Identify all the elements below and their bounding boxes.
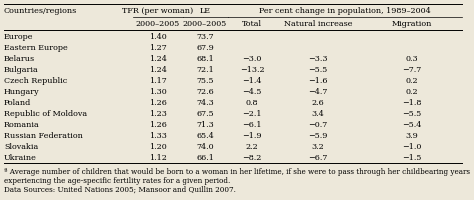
Text: −1.4: −1.4 xyxy=(242,77,262,85)
Text: Russian Federation: Russian Federation xyxy=(4,131,83,139)
Text: 67.9: 67.9 xyxy=(196,44,214,52)
Text: −13.2: −13.2 xyxy=(240,66,264,74)
Text: 1.26: 1.26 xyxy=(149,99,167,106)
Text: experiencing the age-specific fertility rates for a given period.: experiencing the age-specific fertility … xyxy=(4,176,230,184)
Text: 67.5: 67.5 xyxy=(196,109,214,117)
Text: 72.6: 72.6 xyxy=(196,88,214,96)
Text: 65.4: 65.4 xyxy=(196,131,214,139)
Text: 0.8: 0.8 xyxy=(246,99,258,106)
Text: 1.27: 1.27 xyxy=(149,44,167,52)
Text: Belarus: Belarus xyxy=(4,55,35,63)
Text: −4.7: −4.7 xyxy=(308,88,328,96)
Text: Europe: Europe xyxy=(4,33,34,41)
Text: −3.3: −3.3 xyxy=(308,55,328,63)
Text: 2000–2005: 2000–2005 xyxy=(136,20,180,28)
Text: −2.1: −2.1 xyxy=(242,109,262,117)
Text: −1.0: −1.0 xyxy=(402,142,422,150)
Text: 1.30: 1.30 xyxy=(149,88,167,96)
Text: Republic of Moldova: Republic of Moldova xyxy=(4,109,87,117)
Text: 74.0: 74.0 xyxy=(196,142,214,150)
Text: −5.9: −5.9 xyxy=(308,131,328,139)
Text: 1.20: 1.20 xyxy=(149,142,167,150)
Text: 1.26: 1.26 xyxy=(149,120,167,128)
Text: 3.9: 3.9 xyxy=(406,131,419,139)
Text: 73.7: 73.7 xyxy=(196,33,214,41)
Text: 1.23: 1.23 xyxy=(149,109,167,117)
Text: Czech Republic: Czech Republic xyxy=(4,77,67,85)
Text: −6.1: −6.1 xyxy=(242,120,262,128)
Text: Data Sources: United Nations 2005; Mansoor and Quillin 2007.: Data Sources: United Nations 2005; Manso… xyxy=(4,185,236,193)
Text: 0.3: 0.3 xyxy=(406,55,419,63)
Text: −1.8: −1.8 xyxy=(402,99,422,106)
Text: Slovakia: Slovakia xyxy=(4,142,38,150)
Text: 1.17: 1.17 xyxy=(149,77,167,85)
Text: −6.7: −6.7 xyxy=(308,153,328,161)
Text: 0.2: 0.2 xyxy=(406,88,419,96)
Text: 2000–2005: 2000–2005 xyxy=(183,20,227,28)
Text: 3.2: 3.2 xyxy=(311,142,324,150)
Text: Eastern Europe: Eastern Europe xyxy=(4,44,68,52)
Text: ª Average number of children that would be born to a woman in her lifetime, if s: ª Average number of children that would … xyxy=(4,167,470,175)
Text: 1.40: 1.40 xyxy=(149,33,167,41)
Text: −4.5: −4.5 xyxy=(242,88,262,96)
Text: −5.5: −5.5 xyxy=(402,109,422,117)
Text: Hungary: Hungary xyxy=(4,88,40,96)
Text: 75.5: 75.5 xyxy=(196,77,214,85)
Text: 1.33: 1.33 xyxy=(149,131,167,139)
Text: −3.0: −3.0 xyxy=(242,55,262,63)
Text: −0.7: −0.7 xyxy=(309,120,328,128)
Text: −7.7: −7.7 xyxy=(402,66,422,74)
Text: Ukraine: Ukraine xyxy=(4,153,37,161)
Text: 0.2: 0.2 xyxy=(406,77,419,85)
Text: Romania: Romania xyxy=(4,120,40,128)
Text: TFR (per woman): TFR (per woman) xyxy=(122,7,193,15)
Text: −1.5: −1.5 xyxy=(402,153,422,161)
Text: −5.5: −5.5 xyxy=(309,66,328,74)
Text: Countries/regions: Countries/regions xyxy=(4,7,77,15)
Text: 74.3: 74.3 xyxy=(196,99,214,106)
Text: Natural increase: Natural increase xyxy=(284,20,352,28)
Text: −5.4: −5.4 xyxy=(402,120,422,128)
Text: Poland: Poland xyxy=(4,99,31,106)
Text: 1.24: 1.24 xyxy=(149,66,167,74)
Text: 3.4: 3.4 xyxy=(311,109,324,117)
Text: −1.9: −1.9 xyxy=(242,131,262,139)
Text: 1.24: 1.24 xyxy=(149,55,167,63)
Text: Bulgaria: Bulgaria xyxy=(4,66,39,74)
Text: 72.1: 72.1 xyxy=(196,66,214,74)
Text: 2.6: 2.6 xyxy=(311,99,324,106)
Text: 2.2: 2.2 xyxy=(246,142,258,150)
Text: 71.3: 71.3 xyxy=(196,120,214,128)
Text: −8.2: −8.2 xyxy=(242,153,262,161)
Text: 1.12: 1.12 xyxy=(149,153,167,161)
Text: LE: LE xyxy=(200,7,210,15)
Text: −1.6: −1.6 xyxy=(308,77,328,85)
Text: Per cent change in population, 1989–2004: Per cent change in population, 1989–2004 xyxy=(259,7,431,15)
Text: 66.1: 66.1 xyxy=(196,153,214,161)
Text: 68.1: 68.1 xyxy=(196,55,214,63)
Text: Migration: Migration xyxy=(392,20,432,28)
Text: Total: Total xyxy=(242,20,262,28)
